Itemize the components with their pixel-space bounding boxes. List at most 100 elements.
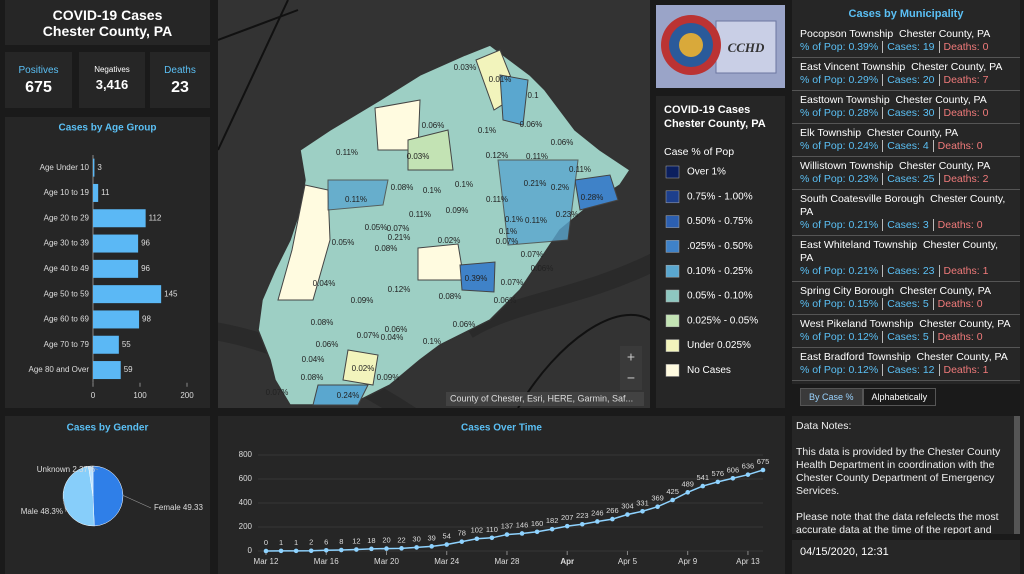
category-label: Age 50 to 59 (44, 289, 90, 298)
point (308, 548, 314, 554)
tabs: By Case % Alphabetically (800, 388, 937, 406)
data-label: 8 (339, 537, 343, 546)
municipality-name: East Whiteland Township Chester County, … (800, 239, 1001, 264)
category-label: Age 10 to 19 (44, 188, 90, 197)
map-label: 0.21% (524, 179, 547, 188)
slice-label: Unknown 2.37% (37, 465, 95, 474)
point (293, 548, 299, 554)
zoom-in[interactable]: + (627, 349, 635, 365)
data-label: 39 (427, 533, 435, 542)
legend-label: 0.50% - 0.75% (687, 216, 753, 227)
list-item[interactable]: East Whiteland Township Chester County, … (792, 236, 1020, 282)
pie-slice (88, 465, 94, 497)
deaths: Deaths: 7 (938, 74, 993, 86)
map-label: 0.11% (336, 148, 358, 157)
line (265, 469, 764, 552)
map-label: 0.12% (388, 285, 411, 294)
data-label: 266 (606, 506, 619, 515)
deaths: Deaths: 0 (932, 331, 987, 343)
list-item[interactable]: Spring City Borough Chester County, PA% … (792, 282, 1020, 315)
tab[interactable]: Alphabetically (862, 388, 937, 406)
bar (93, 259, 139, 278)
point (745, 472, 751, 477)
map-label: 0.06% (385, 325, 408, 334)
attribution-bg (446, 392, 644, 406)
notes-heading: Data Notes: (796, 420, 852, 432)
deaths: Deaths: 0 (938, 41, 993, 53)
map-label: 0.11% (345, 195, 367, 204)
x-tick-label: Mar 16 (314, 557, 339, 566)
point (354, 547, 359, 552)
slice-value: 2.37% (72, 465, 95, 474)
list-item[interactable]: East Vincent Township Chester County, PA… (792, 58, 1020, 91)
zoom-out[interactable]: − (627, 370, 635, 386)
logo: CCHD (661, 15, 777, 75)
pct: % of Pop: 0.28% (800, 107, 879, 119)
notes-paragraph: This data is provided by the Chester Cou… (796, 446, 1001, 497)
pct: % of Pop: 0.21% (800, 219, 879, 231)
map-label: 0.2% (551, 183, 569, 192)
pct: % of Pop: 0.39% (800, 41, 879, 53)
data-label: 78 (458, 529, 466, 538)
cases: Cases: 23 (882, 265, 939, 277)
map-label: 0.07% (266, 388, 289, 397)
data-label: 304 (621, 502, 634, 511)
cases: Cases: 3 (882, 219, 933, 231)
map-label: 0.03% (407, 152, 430, 161)
timestamp-panel: 04/15/2020, 12:31 (792, 540, 1020, 574)
point (489, 535, 495, 541)
cases: Cases: 20 (882, 74, 939, 86)
list-item[interactable]: West Marlborough Township Chester County… (792, 381, 1020, 384)
list-item[interactable]: Easttown Township Chester County, PA% of… (792, 91, 1020, 124)
map-label: 0.04% (381, 333, 404, 342)
map-label: 0.1% (423, 186, 441, 195)
cases: Cases: 4 (882, 140, 933, 152)
list-item[interactable]: South Coatesville Borough Chester County… (792, 190, 1020, 236)
map-label: 0.02% (438, 236, 461, 245)
data-label: 246 (591, 508, 604, 517)
map-label: 0.09% (377, 373, 400, 382)
slice-category: Male (21, 507, 39, 516)
stats-row: % of Pop: 0.15% Cases: 5 Deaths: 0 (800, 298, 1012, 311)
list-item[interactable]: East Bradford Township Chester County, P… (792, 348, 1020, 381)
y-tick-label: 600 (239, 474, 253, 483)
x-tick-label: Mar 24 (434, 557, 459, 566)
data-label: 425 (666, 487, 679, 496)
list-item[interactable]: Pocopson Township Chester County, PA% of… (792, 25, 1020, 58)
municipality-name: East Bradford Township Chester County, P… (800, 351, 1008, 363)
pct: % of Pop: 0.21% (800, 265, 879, 277)
municipality-name: West Pikeland Township Chester County, P… (800, 318, 1011, 330)
legend-title: COVID-19 Cases (664, 104, 750, 116)
deaths: Deaths: 0 (932, 140, 987, 152)
municipality-list: Cases by Municipality Pocopson Township C… (792, 0, 1020, 384)
list-item[interactable]: Elk Township Chester County, PA% of Pop:… (792, 124, 1020, 157)
stat-label: Negatives (94, 65, 130, 74)
map-label: 0.1% (455, 180, 473, 189)
list-item[interactable]: West Pikeland Township Chester County, P… (792, 315, 1020, 348)
map-label: 0.06% (494, 296, 517, 305)
map-label: 0.08% (391, 183, 414, 192)
data-label: 2 (309, 538, 313, 547)
point (685, 490, 690, 495)
legend-panel: COVID-19 Cases Chester County, PA Case % o… (656, 96, 785, 408)
data-label: 102 (471, 526, 484, 535)
map-panel: 0.03% 0.01% 0.1 0.06% 0.1% 0.06% 0.06% 0.11% 0.0… (218, 0, 650, 408)
map-label: 0.08% (301, 373, 324, 382)
point (549, 526, 555, 532)
tab[interactable]: By Case % (800, 388, 863, 406)
stats-row: % of Pop: 0.39% Cases: 19 Deaths: 0 (800, 41, 1012, 54)
data-label: 541 (696, 473, 709, 482)
y-tick-label: 800 (239, 450, 253, 459)
bar (93, 158, 95, 177)
point (595, 519, 600, 524)
stat-value: 675 (25, 79, 52, 96)
gender-panel: Cases by Gender Female 49.33 Male 48.3% Unk… (5, 416, 210, 574)
notes-panel: Data Notes: This data is provided by the … (792, 416, 1020, 534)
map-label: 0.03% (454, 63, 477, 72)
data-label: 30 (412, 534, 420, 543)
x-tick-label: 200 (180, 391, 194, 400)
list-item[interactable]: Willistown Township Chester County, PA% … (792, 157, 1020, 190)
stats-row: % of Pop: 0.24% Cases: 4 Deaths: 0 (800, 140, 1012, 153)
deaths: Deaths: 0 (932, 298, 987, 310)
category-label: Age 60 to 69 (44, 315, 90, 324)
